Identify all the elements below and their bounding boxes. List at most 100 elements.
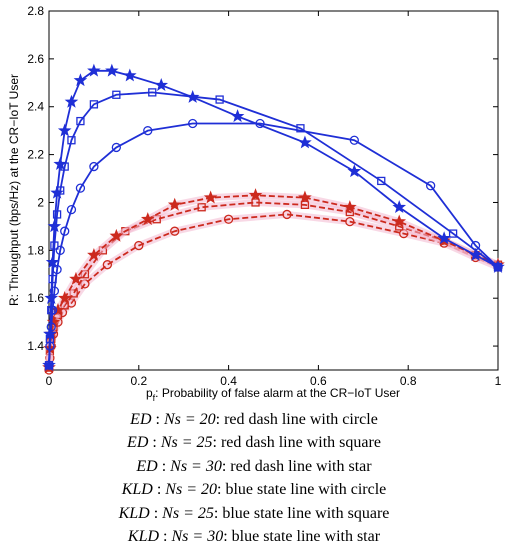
data-point (167, 197, 182, 211)
data-point (64, 94, 79, 108)
legend-entry: KLD : Ns = 30: blue state line with star (127, 528, 381, 546)
x-tick-label: 1 (495, 374, 502, 388)
data-point (197, 203, 206, 212)
y-axis-label: R: Throughput (bps/Hz) at the CR−IoT Use… (7, 74, 21, 306)
data-point (50, 185, 64, 199)
data-point (43, 326, 57, 340)
data-point (57, 291, 72, 304)
legend-ns: Ns = 30 (170, 457, 222, 475)
data-point (52, 210, 62, 219)
y-tick-label: 1.6 (27, 291, 44, 305)
legend-description: : blue state line with circle (217, 481, 387, 499)
x-tick-label: 0.4 (220, 374, 237, 388)
series-5 (42, 63, 505, 371)
y-tick-label: 2 (37, 195, 44, 209)
x-tick-label: 0 (46, 374, 53, 388)
data-point (298, 190, 312, 204)
series-line (48, 69, 499, 366)
data-point (343, 200, 357, 214)
data-point (377, 176, 386, 186)
data-point (109, 228, 124, 242)
data-point (148, 88, 157, 97)
data-point (448, 229, 458, 238)
legend-caption: ED : Ns = 20: red dash line with circle E… (0, 408, 508, 548)
legend-method: ED (127, 434, 149, 452)
legend-method: ED (130, 411, 152, 428)
data-point (134, 240, 144, 251)
legend-ns: Ns = 25 (162, 504, 214, 522)
data-point (468, 247, 483, 261)
legend-entry: KLD : Ns = 20: blue state line with circ… (121, 481, 387, 499)
plot-area (42, 63, 505, 375)
data-point (203, 190, 218, 204)
data-point (89, 161, 99, 172)
data-point (298, 135, 312, 149)
series-3 (44, 118, 503, 370)
data-point (46, 314, 61, 328)
series-line (48, 122, 499, 366)
y-tick-label: 1.4 (27, 339, 44, 353)
data-point (347, 164, 362, 178)
data-point (215, 95, 224, 104)
data-point (300, 200, 310, 210)
legend-ns: Ns = 30 (171, 528, 224, 546)
data-point (66, 204, 77, 215)
legend-entry: ED : Ns = 30: red dash line with star (136, 457, 372, 475)
data-point (282, 209, 292, 220)
legend-method: ED (136, 457, 158, 475)
data-point (67, 136, 76, 145)
data-point (44, 291, 59, 304)
data-point (230, 109, 245, 123)
data-point (345, 216, 355, 227)
legend-entry: ED : Ns = 20: red dash line with circle (130, 411, 378, 428)
data-point (42, 358, 56, 371)
data-point (55, 245, 65, 255)
data-point (51, 303, 65, 316)
data-point (491, 259, 505, 273)
data-point (425, 181, 436, 191)
x-tick-label: 0.6 (310, 374, 327, 388)
data-point (102, 260, 113, 270)
legend-ns: Ns = 20 (165, 481, 217, 499)
legend-ns: Ns = 20 (163, 411, 216, 428)
legend-ns: Ns = 25 (160, 434, 213, 452)
data-point (349, 135, 359, 145)
data-point (112, 90, 121, 99)
axis-ticks: 0 0.2 0.4 0.6 0.8 1 1.4 1.6 1.8 2 2.2 2.4 2.6 2.8 (27, 4, 501, 388)
legend-method: KLD (127, 528, 160, 546)
legend-description: : red dash line with circle (215, 411, 378, 428)
data-point (251, 198, 260, 207)
y-tick-label: 2.6 (27, 52, 44, 66)
legend-entry: KLD : Ns = 25: blue state line with squa… (118, 504, 390, 522)
data-point (49, 286, 60, 296)
data-point (140, 212, 155, 225)
legend-entry: ED : Ns = 25: red dash line with square (127, 434, 381, 452)
data-point (76, 116, 85, 126)
data-point (87, 247, 101, 261)
data-point (392, 214, 407, 228)
y-tick-label: 2.8 (27, 4, 44, 18)
data-point (170, 226, 180, 236)
legend-method: KLD (121, 481, 153, 499)
data-point (223, 214, 234, 224)
y-tick-label: 1.8 (27, 243, 44, 257)
data-point (60, 226, 70, 236)
data-point (248, 188, 263, 202)
legend-method: KLD (118, 504, 150, 522)
data-point (47, 219, 62, 233)
legend-description: : red dash line with square (212, 434, 381, 452)
x-tick-label: 0.8 (400, 374, 417, 388)
data-point (53, 157, 68, 170)
plot-frame (48, 10, 499, 371)
y-tick-label: 2.4 (27, 100, 44, 114)
data-point (392, 200, 407, 214)
data-point (87, 63, 101, 77)
data-point (143, 126, 153, 136)
data-point (296, 124, 305, 133)
data-point (437, 231, 451, 245)
data-point (111, 142, 121, 153)
y-tick-label: 2.2 (27, 148, 44, 162)
data-point (57, 123, 72, 137)
throughput-chart: 0 0.2 0.4 0.6 0.8 1 1.4 1.6 1.8 2 2.2 2.4 2.6 2.8 pf:… (7, 4, 505, 403)
data-point (45, 255, 60, 269)
